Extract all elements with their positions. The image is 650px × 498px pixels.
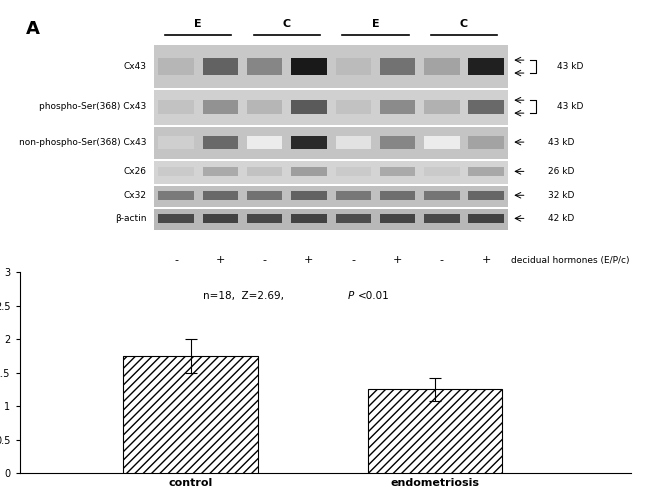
Bar xyxy=(154,159,508,184)
Bar xyxy=(424,100,460,114)
Bar xyxy=(247,135,282,148)
Bar xyxy=(154,184,508,207)
Bar xyxy=(291,100,327,114)
Bar xyxy=(154,207,508,209)
Bar xyxy=(469,58,504,75)
Bar xyxy=(154,184,508,186)
Bar xyxy=(203,214,238,223)
Bar xyxy=(124,356,258,473)
Bar xyxy=(335,214,371,223)
Text: E: E xyxy=(372,19,379,29)
Text: C: C xyxy=(283,19,291,29)
Bar xyxy=(203,191,238,200)
Text: 32 kD: 32 kD xyxy=(548,191,575,200)
Text: 26 kD: 26 kD xyxy=(548,167,575,176)
Bar xyxy=(291,214,327,223)
Text: +: + xyxy=(304,255,314,265)
Bar xyxy=(159,135,194,148)
Bar xyxy=(469,100,504,114)
Bar xyxy=(368,389,502,473)
Bar xyxy=(247,191,282,200)
Bar xyxy=(424,135,460,148)
Bar xyxy=(291,191,327,200)
Text: -: - xyxy=(263,255,266,265)
Text: n=18,  Z=2.69,: n=18, Z=2.69, xyxy=(203,291,291,301)
Text: -: - xyxy=(351,255,356,265)
Bar xyxy=(335,100,371,114)
Text: -: - xyxy=(440,255,444,265)
Text: +: + xyxy=(216,255,225,265)
Text: phospho-Ser(368) Cx43: phospho-Ser(368) Cx43 xyxy=(40,102,147,111)
Bar xyxy=(424,214,460,223)
Bar xyxy=(335,58,371,75)
Bar xyxy=(424,167,460,176)
Bar xyxy=(247,214,282,223)
Text: 42 kD: 42 kD xyxy=(548,214,574,223)
Text: <0.01: <0.01 xyxy=(358,291,389,301)
Bar xyxy=(247,58,282,75)
Bar xyxy=(380,135,415,148)
Bar xyxy=(159,100,194,114)
Bar xyxy=(154,207,508,230)
Bar xyxy=(203,167,238,176)
Bar xyxy=(154,88,508,90)
Bar xyxy=(154,159,508,161)
Bar xyxy=(424,191,460,200)
Bar xyxy=(469,214,504,223)
Text: E: E xyxy=(194,19,202,29)
Bar xyxy=(380,214,415,223)
Bar xyxy=(247,100,282,114)
Bar xyxy=(203,58,238,75)
Text: β-actin: β-actin xyxy=(115,214,147,223)
Text: Cx26: Cx26 xyxy=(124,167,147,176)
Bar xyxy=(291,58,327,75)
Text: 43 kD: 43 kD xyxy=(557,62,584,71)
Bar xyxy=(380,167,415,176)
Text: +: + xyxy=(482,255,491,265)
Bar xyxy=(247,167,282,176)
Text: decidual hormones (E/P/c): decidual hormones (E/P/c) xyxy=(512,255,630,264)
Bar xyxy=(291,135,327,148)
Bar xyxy=(154,125,508,159)
Bar xyxy=(469,167,504,176)
Bar xyxy=(335,167,371,176)
Bar xyxy=(159,214,194,223)
Bar xyxy=(424,58,460,75)
Bar xyxy=(159,191,194,200)
Bar xyxy=(335,191,371,200)
Text: Cx43: Cx43 xyxy=(124,62,147,71)
Text: -: - xyxy=(174,255,178,265)
Bar xyxy=(159,167,194,176)
Text: +: + xyxy=(393,255,402,265)
Text: non-phospho-Ser(368) Cx43: non-phospho-Ser(368) Cx43 xyxy=(19,137,147,146)
Bar xyxy=(291,167,327,176)
Bar xyxy=(380,58,415,75)
Bar xyxy=(154,45,508,88)
Bar xyxy=(154,125,508,127)
Text: P: P xyxy=(348,291,354,301)
Bar xyxy=(380,191,415,200)
Bar xyxy=(469,191,504,200)
Text: Cx32: Cx32 xyxy=(124,191,147,200)
Text: 43 kD: 43 kD xyxy=(557,102,584,111)
Bar xyxy=(203,100,238,114)
Bar xyxy=(469,135,504,148)
Text: A: A xyxy=(25,19,40,37)
Bar xyxy=(203,135,238,148)
Bar xyxy=(380,100,415,114)
Bar xyxy=(159,58,194,75)
Text: 43 kD: 43 kD xyxy=(548,137,575,146)
Bar xyxy=(154,88,508,125)
Bar xyxy=(335,135,371,148)
Text: C: C xyxy=(460,19,468,29)
